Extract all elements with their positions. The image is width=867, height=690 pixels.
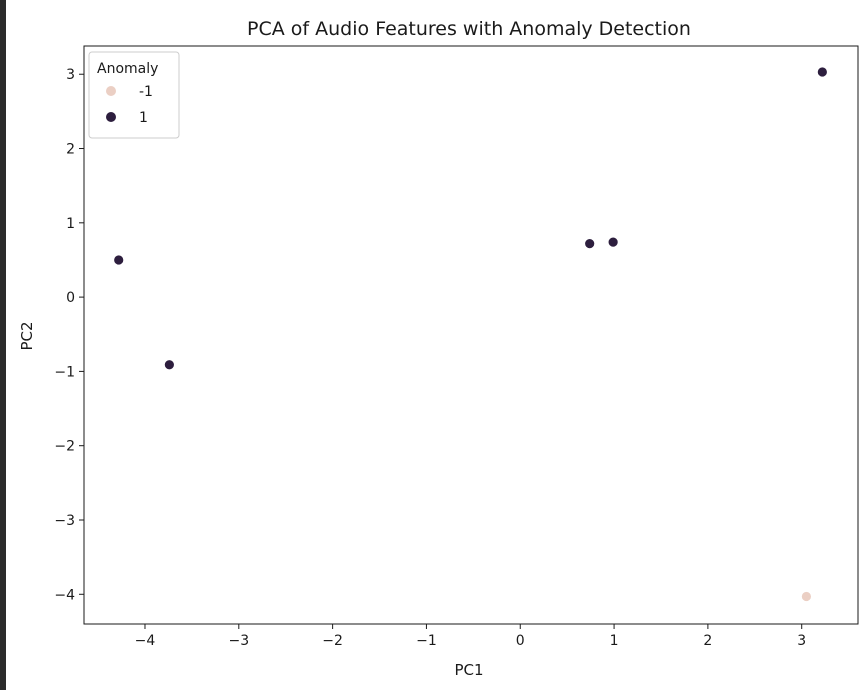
x-axis-title: PC1	[454, 661, 483, 679]
y-tick-label: −1	[54, 364, 75, 380]
scatter-point	[816, 66, 828, 78]
y-tick-label: 1	[66, 216, 75, 232]
x-axis: −4 −3 −2 −1 0 1 2 3	[135, 624, 806, 649]
plot-area	[83, 45, 859, 625]
chart-canvas: PCA of Audio Features with Anomaly Detec…	[6, 0, 867, 690]
scatter-point	[584, 238, 596, 250]
y-axis: −4 −3 −2 −1 0 1 2 3	[54, 67, 84, 603]
y-tick-label: −3	[54, 513, 75, 529]
legend-marker	[106, 112, 116, 122]
x-tick-label: 3	[797, 633, 806, 649]
scatter-point	[801, 591, 812, 602]
x-tick-label: −1	[416, 633, 437, 649]
x-tick-label: −3	[228, 633, 249, 649]
x-tick-label: −2	[322, 633, 343, 649]
y-tick-label: 3	[66, 67, 75, 83]
chart-title: PCA of Audio Features with Anomaly Detec…	[247, 18, 691, 40]
y-tick-label: −2	[54, 439, 75, 455]
scatter-point	[607, 236, 619, 248]
series-0	[801, 591, 812, 602]
y-tick-label: −4	[54, 587, 75, 603]
legend-marker	[106, 86, 116, 96]
scatter-chart: PCA of Audio Features with Anomaly Detec…	[18, 18, 859, 679]
x-tick-label: −4	[135, 633, 156, 649]
y-tick-label: 0	[66, 290, 75, 306]
legend-entry-label: -1	[139, 84, 153, 100]
legend: Anomaly -1 1	[88, 51, 180, 139]
plot-frame	[83, 45, 859, 625]
series-1	[113, 66, 828, 371]
x-tick-label: 1	[610, 633, 619, 649]
legend-title: Anomaly	[97, 61, 158, 77]
y-tick-label: 2	[66, 142, 75, 158]
scatter-point	[163, 359, 175, 371]
scatter-point	[113, 254, 125, 266]
x-tick-label: 2	[703, 633, 712, 649]
legend-entry-label: 1	[139, 110, 148, 126]
x-tick-label: 0	[516, 633, 525, 649]
y-axis-title: PC2	[18, 321, 36, 350]
